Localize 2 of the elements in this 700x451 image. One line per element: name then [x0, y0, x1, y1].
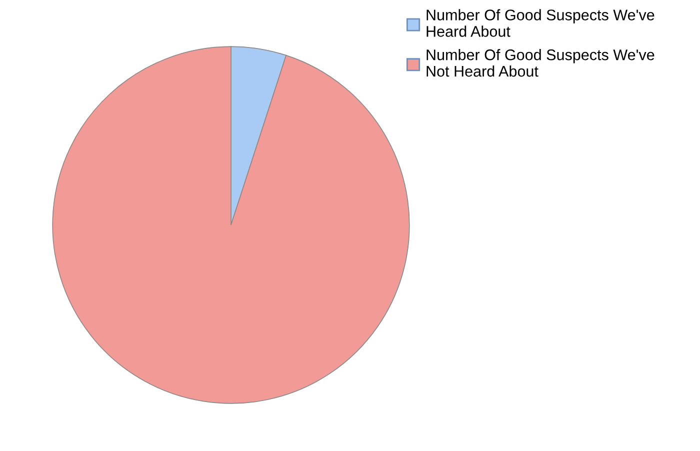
legend-label: Number Of Good Suspects We've Heard About: [426, 9, 654, 37]
legend-label: Number Of Good Suspects We've Not Heard About: [426, 49, 654, 77]
